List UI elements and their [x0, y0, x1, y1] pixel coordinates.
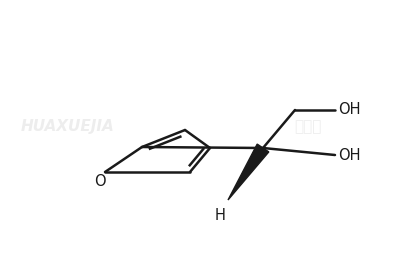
Text: H: H [215, 208, 226, 223]
Text: OH: OH [338, 103, 361, 118]
Polygon shape [228, 144, 269, 200]
Text: O: O [94, 174, 106, 189]
Text: 化学加: 化学加 [294, 119, 321, 135]
Text: OH: OH [338, 148, 361, 163]
Text: HUAXUEJIA: HUAXUEJIA [20, 119, 114, 135]
